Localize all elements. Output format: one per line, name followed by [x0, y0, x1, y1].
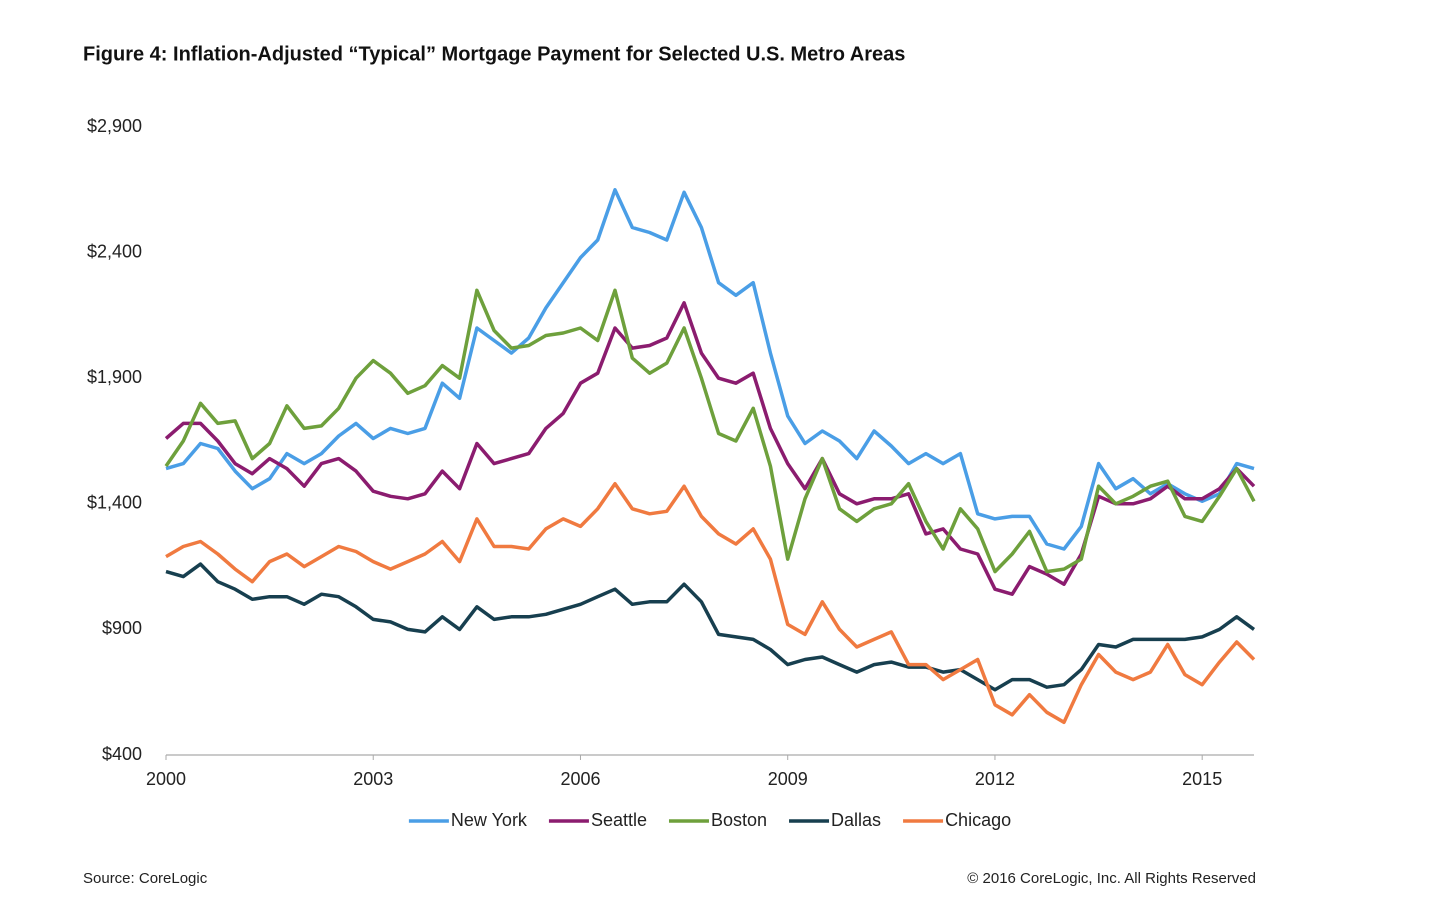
series-line: [164, 301, 1256, 596]
copyright-note: © 2016 CoreLogic, Inc. All Rights Reserv…: [967, 870, 1256, 887]
y-tick-label: $1,900: [87, 367, 142, 387]
y-tick-label: $400: [102, 744, 142, 764]
series-line: [164, 288, 1256, 574]
x-tick-label: 2012: [975, 769, 1015, 789]
y-tick-label: $2,900: [87, 116, 142, 136]
x-tick-label: 2009: [768, 769, 808, 789]
x-tick-label: 2000: [146, 769, 186, 789]
series-line: [165, 188, 1255, 551]
chart-title: Figure 4: Inflation-Adjusted “Typical” M…: [83, 43, 905, 65]
x-tick-label: 2015: [1182, 769, 1222, 789]
y-tick-label: $900: [102, 618, 142, 638]
y-tick-label: $1,400: [87, 493, 142, 513]
y-tick-label: $2,400: [87, 241, 142, 261]
x-tick-label: 2003: [353, 769, 393, 789]
series-line: [165, 562, 1256, 692]
legend-label: Boston: [711, 810, 767, 830]
x-tick-label: 2006: [560, 769, 600, 789]
legend-label: Chicago: [945, 810, 1011, 830]
legend-label: Seattle: [591, 810, 647, 830]
legend: New York Seattle Boston Dallas Chicago: [408, 810, 1011, 830]
series-line: [165, 481, 1256, 725]
legend-label: New York: [451, 810, 528, 830]
source-note: Source: CoreLogic: [83, 870, 208, 887]
legend-label: Dallas: [831, 810, 881, 830]
